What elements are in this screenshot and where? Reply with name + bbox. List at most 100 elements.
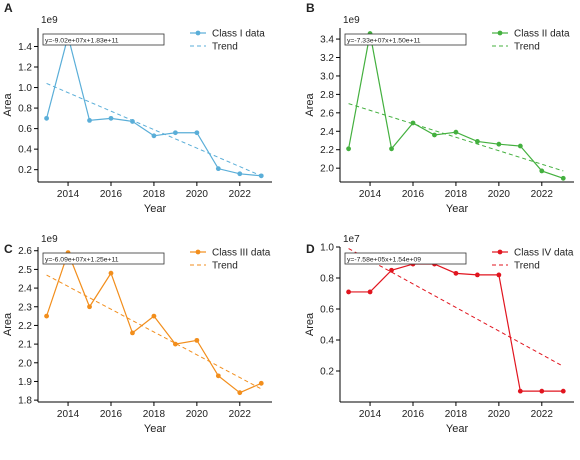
x-axis-label: Year	[446, 423, 469, 435]
equation-box	[344, 252, 467, 265]
data-point	[215, 166, 221, 172]
trend-line	[46, 274, 262, 390]
panel-c: C 1e9 2014 2016 2018 2020 2022 1.8 1.9 2.0 2.1 2.2 2…	[2, 234, 272, 435]
y-tick-label: 2.3	[18, 302, 32, 313]
y-tick-label: 0.2	[320, 367, 334, 378]
panel-letter: D	[306, 242, 315, 256]
y-axis-label: Area	[304, 312, 316, 336]
y-tick-label: 2.0	[18, 358, 32, 369]
y-tick-label: 2.4	[18, 284, 32, 295]
legend-data-label: Class II data	[514, 29, 570, 40]
y-tick-label: 2.6	[18, 246, 32, 257]
y-tick-label: 2.4	[320, 127, 334, 138]
data-point	[560, 388, 566, 394]
series-line	[347, 33, 564, 179]
panel-letter: B	[306, 1, 315, 15]
data-point	[517, 388, 523, 394]
x-tick-label: 2014	[57, 189, 80, 200]
data-point	[517, 143, 523, 149]
data-point	[237, 390, 243, 396]
data-point	[151, 313, 157, 319]
trend-equation: y=-6.09e+07x+1.25e+11	[45, 257, 119, 264]
x-tick-label: 2018	[143, 409, 166, 420]
data-point	[560, 175, 566, 181]
data-point	[539, 388, 545, 394]
panel-a: A 1e9 2014 2016 2018 2020 2022 0.2 0.4 0.6 0.8 1.0 1…	[2, 1, 272, 215]
axis-exponent-label: 1e9	[41, 234, 58, 245]
data-point	[172, 341, 178, 347]
data-point	[237, 171, 243, 177]
y-tick-label: 3.2	[320, 53, 334, 64]
y-tick-label: 0.8	[320, 274, 334, 285]
data-point	[346, 146, 351, 152]
y-tick-label: 0.6	[18, 124, 32, 135]
x-tick-label: 2014	[57, 409, 80, 420]
data-point	[108, 270, 114, 276]
x-tick-label: 2020	[488, 409, 511, 420]
x-tick-label: 2020	[186, 409, 209, 420]
data-point	[258, 173, 264, 179]
data-point	[453, 270, 459, 276]
y-axis-label: Area	[304, 93, 316, 117]
data-point	[44, 313, 49, 319]
data-point	[258, 380, 264, 386]
x-axis-label: Year	[144, 423, 167, 435]
x-tick-label: 2016	[100, 409, 123, 420]
x-tick-label: 2020	[186, 189, 209, 200]
axis-exponent-label: 1e7	[343, 234, 360, 245]
y-tick-label: 2.2	[18, 321, 32, 332]
panel-b: B 1e9 2014 2016 2018 2020 2022 2.0 2.2 2.4 2.6 2.8 3…	[304, 1, 574, 215]
y-tick-label: 2.6	[320, 108, 334, 119]
data-point	[194, 130, 200, 136]
equation-box	[344, 33, 467, 46]
axis-exponent-label: 1e9	[343, 15, 360, 26]
trend-equation: y=-7.33e+07x+1.50e+11	[347, 38, 421, 45]
panel-letter: C	[4, 242, 13, 256]
x-axis-label: Year	[446, 203, 469, 215]
legend-trend-label: Trend	[212, 42, 238, 53]
data-point	[453, 129, 459, 135]
x-tick-label: 2018	[143, 189, 166, 200]
y-tick-label: 1.4	[18, 42, 32, 53]
data-point	[130, 119, 135, 124]
x-tick-label: 2016	[402, 189, 425, 200]
trend-equation: y=-9.02e+07x+1.83e+11	[45, 38, 119, 45]
data-point	[474, 272, 480, 278]
legend-trend-label: Trend	[212, 261, 238, 272]
equation-box	[42, 252, 165, 265]
x-tick-label: 2014	[359, 189, 382, 200]
data-point	[474, 139, 480, 144]
data-point	[496, 272, 502, 278]
y-tick-label: 2.5	[18, 265, 32, 276]
data-point	[87, 304, 92, 310]
y-tick-label: 1.0	[18, 83, 32, 94]
data-point	[496, 141, 502, 147]
data-point	[172, 130, 178, 136]
x-tick-label: 2018	[445, 409, 468, 420]
y-tick-label: 0.4	[320, 336, 334, 347]
data-point	[389, 146, 394, 152]
data-point	[108, 115, 114, 121]
legend-data-marker	[497, 249, 503, 255]
y-tick-label: 3.4	[320, 35, 334, 46]
y-tick-label: 3.0	[320, 71, 334, 82]
legend-data-marker	[195, 30, 201, 36]
y-tick-label: 1.0	[320, 243, 334, 254]
y-tick-label: 2.8	[320, 90, 334, 101]
legend-data-marker	[195, 249, 201, 255]
x-tick-label: 2018	[445, 189, 468, 200]
legend-data-label: Class III data	[212, 248, 271, 259]
y-axis-label: Area	[2, 312, 14, 336]
y-tick-label: 1.2	[18, 63, 32, 74]
panel-letter: A	[4, 1, 13, 15]
data-point	[130, 330, 135, 336]
y-tick-label: 1.9	[18, 377, 32, 388]
trend-line	[348, 103, 564, 172]
legend-data-marker	[497, 30, 503, 36]
x-tick-label: 2022	[229, 189, 252, 200]
equation-box	[42, 33, 165, 46]
data-point	[87, 118, 92, 123]
series-line	[46, 36, 262, 177]
x-axis-label: Year	[144, 203, 167, 215]
